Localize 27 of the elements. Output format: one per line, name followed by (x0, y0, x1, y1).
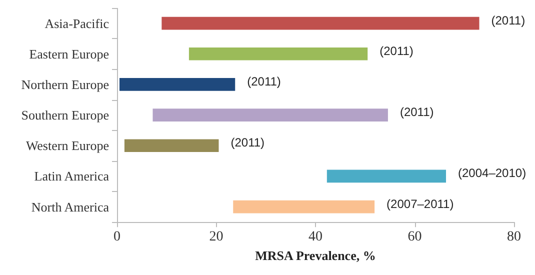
annotation: (2011) (230, 136, 265, 150)
annotation: (2011) (400, 105, 434, 120)
annotation: (2011) (380, 44, 414, 58)
bar (152, 108, 388, 122)
bar (326, 170, 446, 183)
x-tick-label: 40 (308, 230, 322, 245)
y-tick-label: Northern Europe (21, 76, 110, 92)
y-tick-label: Eastern Europe (29, 46, 110, 62)
y-tick-label: Asia-Pacific (44, 16, 110, 31)
y-tick-label: Western Europe (26, 138, 110, 154)
bar (119, 78, 236, 91)
x-tick-label: 0 (114, 230, 120, 245)
annotation: (2004–2010) (458, 166, 526, 180)
x-tick-label: 20 (209, 230, 224, 245)
bar (124, 139, 219, 152)
bar (233, 200, 375, 214)
annotation: (2007–2011) (386, 196, 454, 211)
y-tick-label: North America (31, 199, 110, 214)
y-tick-label: Southern Europe (21, 108, 110, 123)
x-tick-label: 60 (408, 230, 422, 245)
bar (162, 16, 480, 30)
x-tick-label: 80 (507, 230, 521, 245)
bar (188, 47, 368, 60)
y-tick-label: Latin America (34, 168, 110, 184)
annotation: (2011) (491, 13, 526, 28)
x-axis-title: MRSA Prevalence, % (255, 248, 376, 263)
annotation: (2011) (247, 74, 281, 88)
